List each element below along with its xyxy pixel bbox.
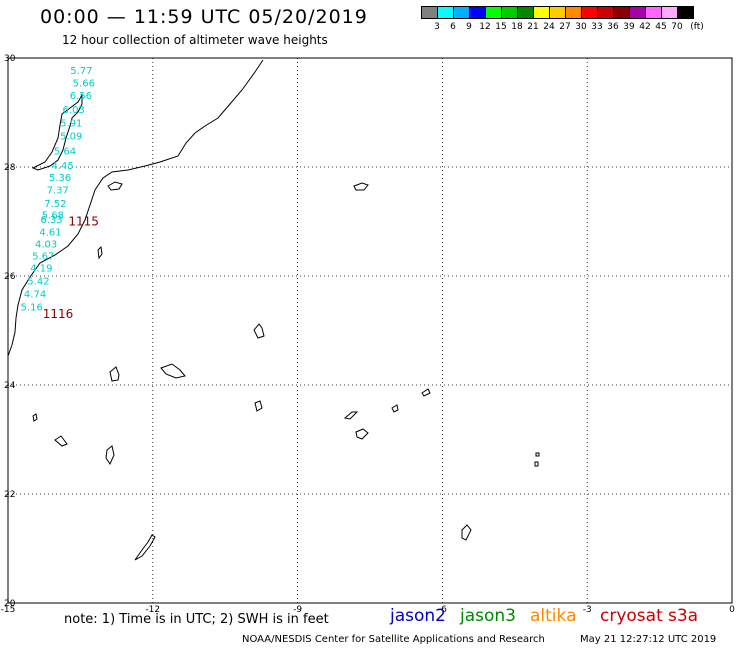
wave-height-label: 6.56 [70, 91, 92, 102]
satellite-name-jason3: jason3 [460, 606, 516, 626]
island-16 [535, 452, 540, 457]
wave-height-label: 5.66 [73, 79, 95, 90]
wave-height-labels: 5.77 5.666.56 6.03 5.91 5.09 5.64 4.455.367.37… [21, 66, 95, 314]
timestamp-text: May 21 12:27:12 UTC 2019 [580, 634, 717, 645]
legend-label: 30 [575, 22, 587, 32]
legend-label: 6 [450, 22, 456, 32]
legend-label: 42 [639, 22, 651, 32]
wave-height-label: 4.03 [35, 239, 57, 250]
color-legend [421, 6, 694, 19]
island-19 [134, 534, 156, 561]
legend-label: 70 [671, 22, 683, 32]
frame-border [7, 57, 733, 604]
wave-height-label: 5.68 [42, 210, 64, 221]
wave-height-label: 5.77 [70, 66, 92, 77]
lat-label: 30 [4, 54, 16, 64]
lon-label: -6 [438, 605, 447, 615]
map-title: 00:00 — 11:59 UTC 05/20/2019 [40, 6, 368, 28]
wave-height-label: 4.19 [30, 263, 52, 274]
legend-label: 36 [607, 22, 619, 32]
wave-height-label: 5.91 [60, 118, 82, 129]
island-10 [355, 428, 369, 440]
wave-height-label: 5.16 [21, 303, 43, 314]
wave-height-label: 5.64 [54, 147, 76, 158]
wave-height-label: 7.37 [47, 185, 69, 196]
lon-label: -12 [145, 605, 160, 615]
legend-label: 39 [623, 22, 635, 32]
lon-label: -9 [293, 605, 302, 615]
island-6 [109, 366, 120, 382]
lon-label: -3 [583, 605, 592, 615]
island-2 [107, 181, 123, 191]
wave-height-label: 5.42 [27, 276, 49, 287]
lat-label: 20 [4, 599, 16, 609]
lat-label: 22 [4, 490, 15, 500]
coastline [7, 59, 540, 561]
african-coastline [7, 59, 264, 357]
map-frame [7, 57, 733, 604]
satellite-name-altika: altika [530, 606, 577, 626]
legend-label: 27 [559, 22, 571, 32]
legend-label: 9 [466, 22, 472, 32]
lat-label: 28 [4, 163, 16, 173]
island-5 [253, 323, 265, 339]
legend-label: 18 [511, 22, 523, 32]
satellite-name-jason2: jason2 [390, 606, 446, 626]
map-subtitle: 12 hour collection of altimeter wave hei… [62, 33, 328, 47]
legend-label: 45 [655, 22, 667, 32]
lat-label: 24 [4, 381, 16, 391]
axis-labels: 30 28 26 24 22 20-15 -12 -9 -6 -3 0 [1, 54, 735, 615]
wave-height-label: 6.03 [63, 105, 85, 116]
lon-label: 0 [729, 605, 735, 615]
credit-text: NOAA/NESDIS Center for Satellite Applica… [242, 634, 545, 645]
island-1 [31, 93, 83, 171]
island-9 [343, 411, 359, 420]
pass-number-label: 1115 [68, 215, 99, 229]
legend-label: 21 [527, 22, 539, 32]
grid-lines [8, 58, 732, 603]
legend-swatch [677, 6, 694, 19]
island-12 [421, 388, 431, 397]
island-15 [105, 445, 115, 466]
legend-label: 12 [479, 22, 491, 32]
legend-label: 33 [591, 22, 603, 32]
wave-height-label: 4.61 [39, 227, 61, 238]
lon-label: -15 [1, 605, 16, 615]
satellite-name-s3a: s3a [668, 606, 699, 626]
wave-height-label: 5.67 [32, 251, 54, 262]
island-3 [353, 182, 369, 191]
island-13 [32, 413, 38, 422]
island-17 [534, 461, 539, 467]
satellite-name-cryosat: cryosat [600, 606, 663, 626]
island-4 [97, 245, 103, 260]
island-18 [461, 524, 472, 541]
legend-label: (ft) [690, 22, 704, 32]
legend-label: 3 [434, 22, 440, 32]
wave-height-label: 4.45 [51, 161, 73, 172]
legend-label: 24 [543, 22, 555, 32]
wave-height-label: 7.52 [44, 199, 66, 210]
wave-height-label: 6.33 [40, 215, 62, 226]
wave-height-label: 4.74 [24, 289, 46, 300]
wave-height-label: 5.36 [49, 173, 71, 184]
legend-label: 15 [495, 22, 507, 32]
lat-label: 26 [4, 272, 16, 282]
footer-note: note: 1) Time is in UTC; 2) SWH is in fe… [64, 612, 329, 627]
island-14 [54, 435, 68, 447]
wave-height-label: 5.09 [60, 131, 82, 142]
island-8 [254, 400, 263, 412]
island-7 [160, 363, 186, 379]
pass-labels: 1115 1116 [43, 215, 99, 322]
pass-number-label: 1116 [43, 307, 74, 321]
island-11 [391, 404, 399, 413]
